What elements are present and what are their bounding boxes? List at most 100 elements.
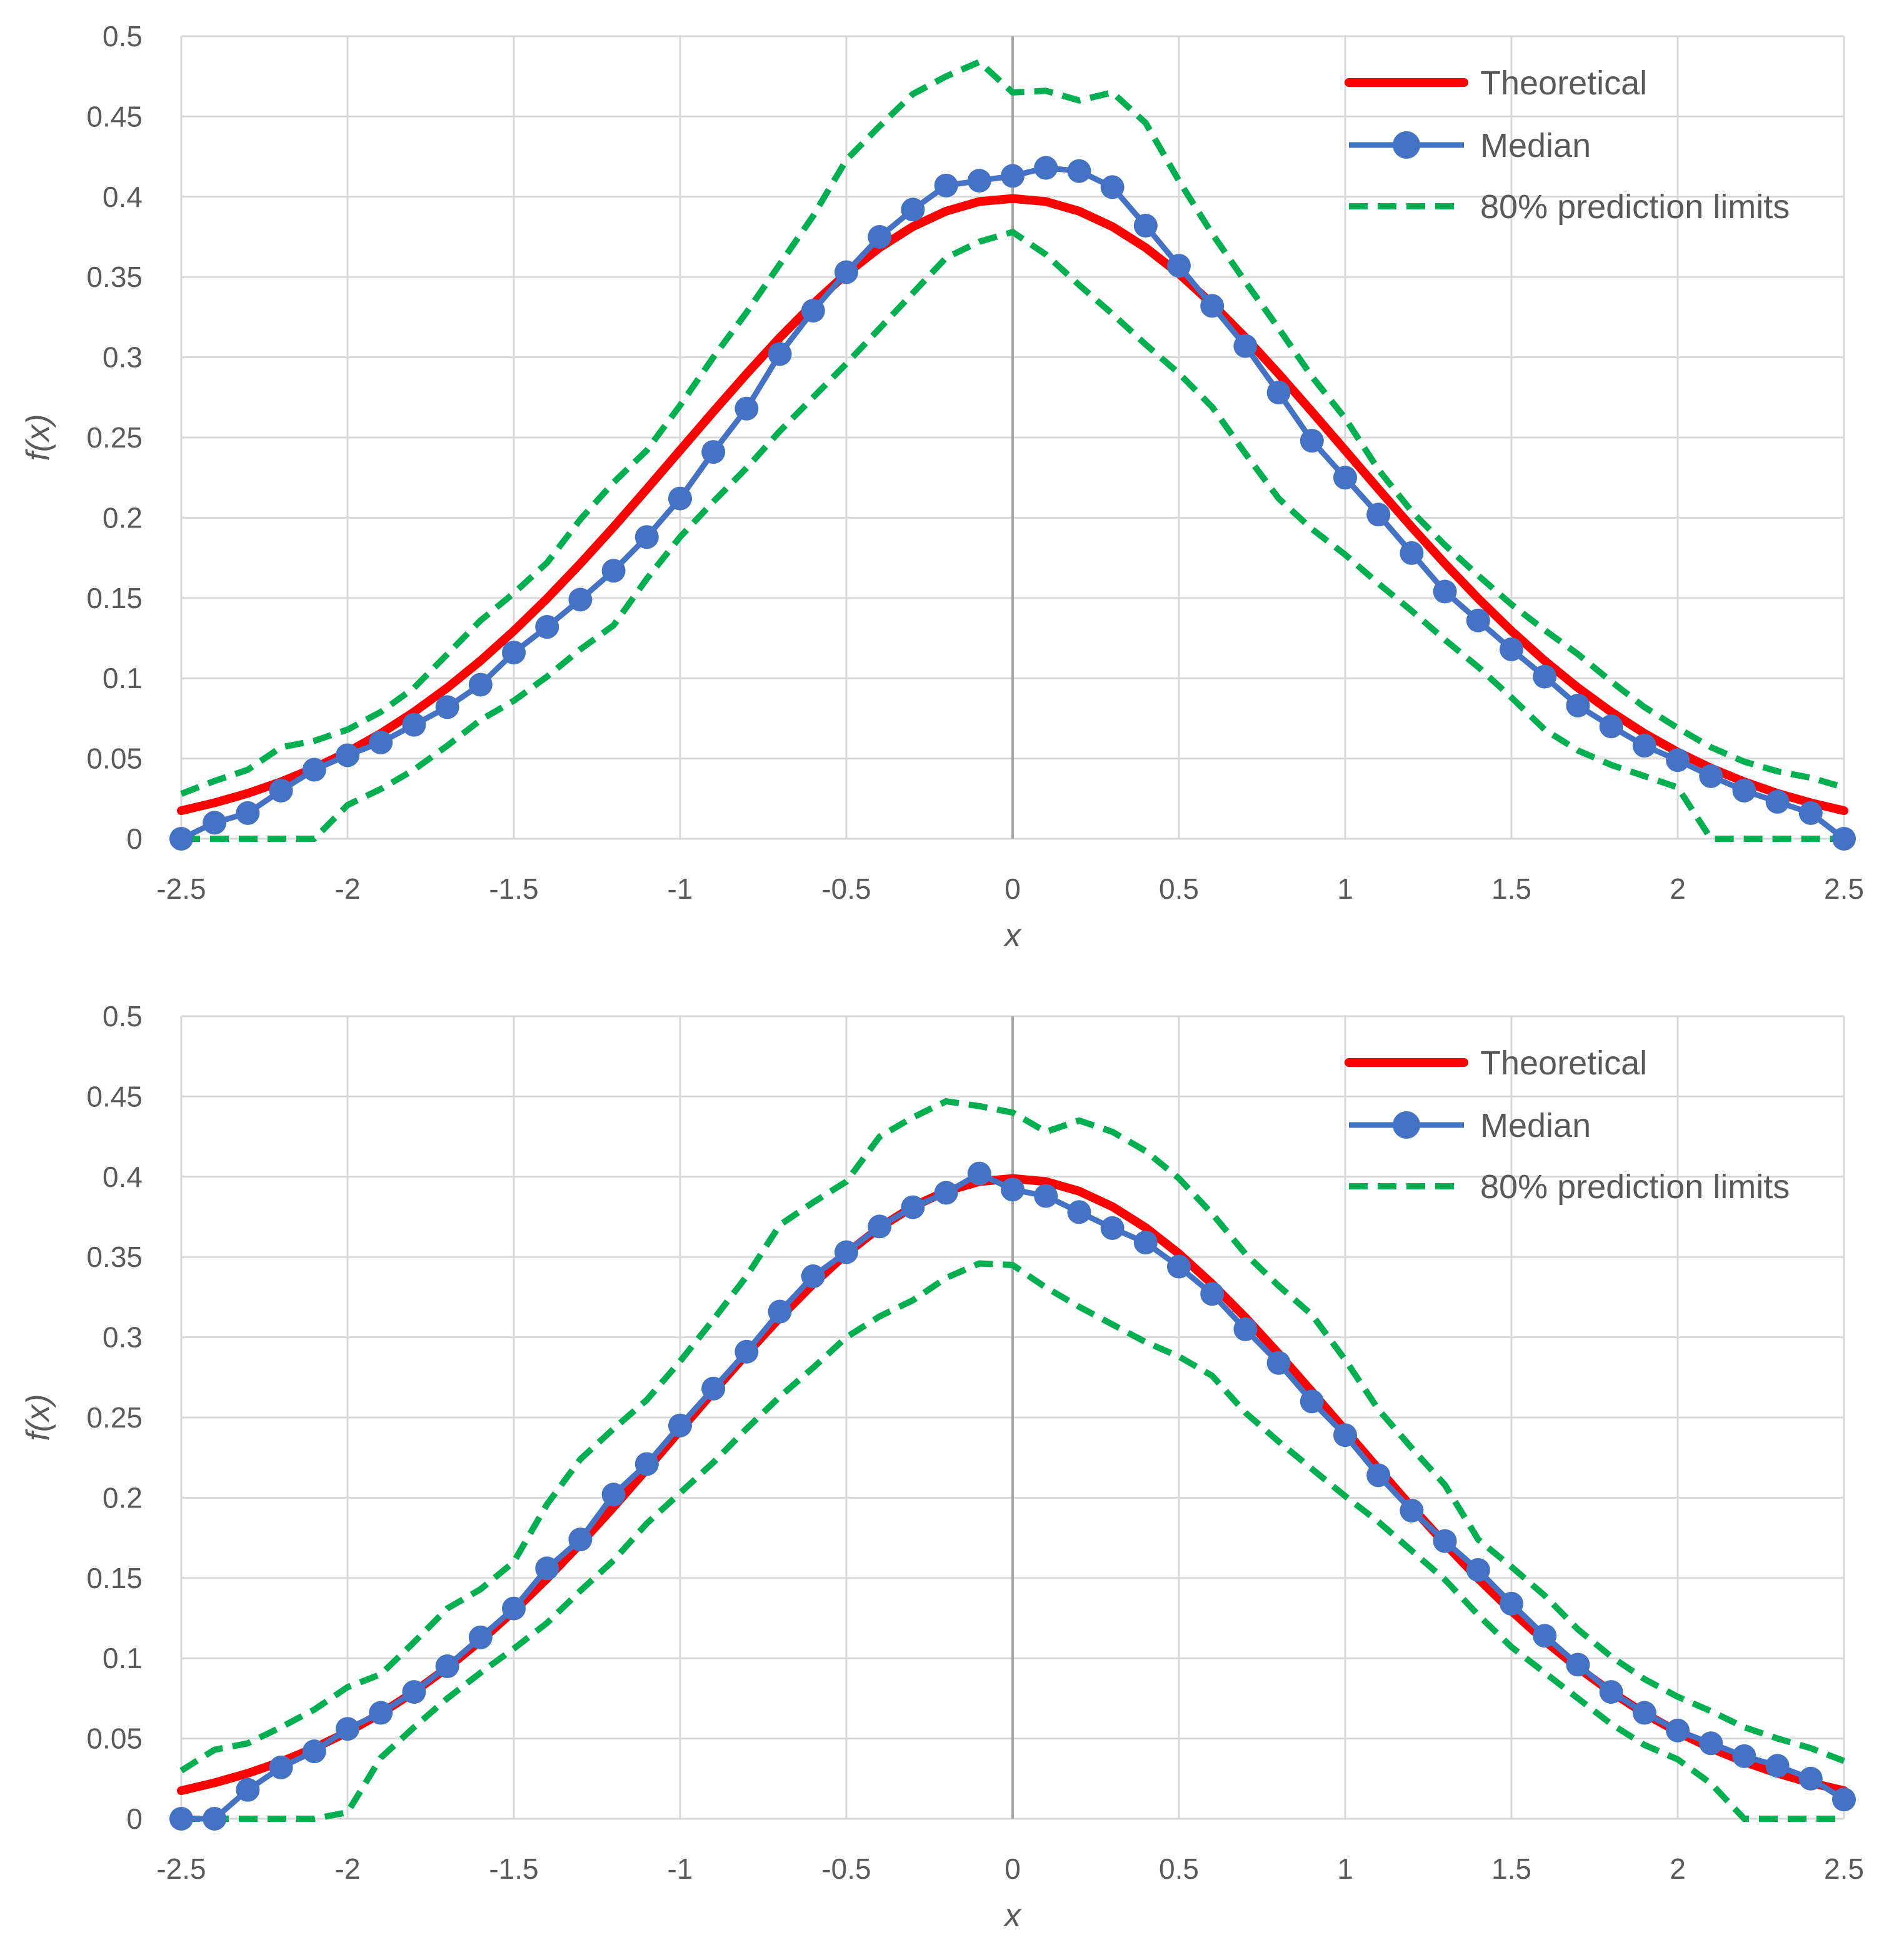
median-point xyxy=(1632,1701,1656,1725)
x-tick-label: 0 xyxy=(1005,872,1021,905)
median-point xyxy=(934,173,958,198)
median-point xyxy=(1034,1184,1058,1208)
median-point xyxy=(336,743,359,768)
median-point xyxy=(1366,502,1391,527)
legend-item-median: Median xyxy=(1349,1107,1591,1144)
series-median-1 xyxy=(169,156,1856,851)
median-point xyxy=(1233,334,1258,358)
median-point xyxy=(901,198,925,222)
median-point xyxy=(502,641,526,665)
median-point xyxy=(1366,1463,1391,1488)
x-tick-label: -2 xyxy=(335,1852,361,1885)
median-point xyxy=(169,1807,193,1831)
x-tick-label: 1 xyxy=(1337,1852,1353,1885)
median-point xyxy=(1798,1766,1823,1791)
legend-label: Median xyxy=(1480,1107,1591,1144)
median-point xyxy=(1732,1744,1756,1768)
y-tick-label: 0.45 xyxy=(86,100,143,132)
y-tick-label: 0.3 xyxy=(103,341,143,374)
median-point xyxy=(634,525,659,549)
x-tick-label: -0.5 xyxy=(821,872,871,905)
median-point xyxy=(1533,1624,1557,1648)
median-point xyxy=(1266,381,1291,405)
median-point xyxy=(801,299,825,323)
median-point xyxy=(634,1452,659,1476)
x-tick-label: -1.5 xyxy=(489,1852,538,1885)
median-point xyxy=(1566,693,1590,718)
series-limits-2 xyxy=(180,59,1845,797)
median-point xyxy=(601,1482,626,1507)
median-point xyxy=(535,1556,559,1581)
median-point xyxy=(269,778,293,802)
y-axis-title: f(x) xyxy=(20,1394,56,1441)
y-tick-label: 0 xyxy=(126,822,143,855)
series-line-limits xyxy=(180,59,1845,797)
median-point xyxy=(435,695,459,719)
median-point xyxy=(468,672,493,697)
chart-panel-top: 0 0.05 0.1 0.15 0.2 0.25 0.3 0.35 0.4 0.45 0.5 -2.5… xyxy=(20,20,1864,954)
y-tick-label: 0.3 xyxy=(103,1321,143,1354)
series-median-1 xyxy=(169,1161,1856,1831)
median-point xyxy=(768,1299,792,1324)
median-point xyxy=(701,440,726,464)
median-point xyxy=(1133,214,1158,238)
median-point xyxy=(801,1264,825,1289)
median-point xyxy=(1732,778,1756,802)
median-point xyxy=(834,260,858,284)
median-point xyxy=(369,1701,393,1725)
median-point xyxy=(1200,294,1225,318)
x-tick-label: -2.5 xyxy=(156,1852,206,1885)
median-point xyxy=(1333,466,1357,490)
median-point xyxy=(1765,1754,1790,1778)
median-point xyxy=(1001,1178,1025,1202)
median-point xyxy=(1433,1529,1457,1553)
median-point xyxy=(1466,608,1490,632)
median-point xyxy=(1100,1216,1125,1240)
median-point xyxy=(1466,1558,1490,1582)
median-point xyxy=(1433,579,1457,604)
median-point xyxy=(1266,1351,1291,1375)
median-point xyxy=(1034,156,1058,180)
x-tick-label: 0 xyxy=(1005,1852,1021,1885)
median-point xyxy=(402,1680,426,1704)
median-point xyxy=(1133,1231,1158,1255)
x-tick-label: 2.5 xyxy=(1824,872,1864,905)
legend-item-theoretical: Theoretical xyxy=(1345,64,1647,102)
median-point xyxy=(1400,541,1424,565)
x-tick-label: 2 xyxy=(1670,1852,1686,1885)
legend-label: Theoretical xyxy=(1480,64,1647,102)
legend-marker-median xyxy=(1393,131,1420,159)
gridlines xyxy=(180,35,1845,840)
x-tick-label: -1 xyxy=(668,872,693,905)
x-tick-label: -0.5 xyxy=(821,1852,871,1885)
x-tick-label: 1 xyxy=(1337,872,1353,905)
x-tick-label: 2 xyxy=(1670,872,1686,905)
x-tick-label: -2 xyxy=(335,872,361,905)
x-axis-title: x xyxy=(1003,1898,1022,1934)
legend-marker-median xyxy=(1393,1111,1420,1139)
y-tick-label: 0.2 xyxy=(103,1481,143,1514)
median-point xyxy=(1300,429,1324,453)
median-point xyxy=(236,1778,260,1802)
median-point xyxy=(1566,1652,1590,1677)
series-line-theoretical xyxy=(177,194,1848,816)
chart-svg-bottom: 0 0.05 0.1 0.15 0.2 0.25 0.3 0.35 0.4 0.45 0.5 -2.5… xyxy=(20,1000,1864,1934)
median-point xyxy=(967,1161,991,1186)
median-point xyxy=(668,486,692,511)
legend-label: 80% prediction limits xyxy=(1480,188,1790,226)
median-point xyxy=(302,1739,326,1764)
x-tick-label: 0.5 xyxy=(1159,872,1199,905)
median-point xyxy=(734,1339,759,1364)
legend-label: 80% prediction limits xyxy=(1480,1168,1790,1206)
median-point xyxy=(1067,159,1091,183)
median-point xyxy=(1632,734,1656,758)
median-point xyxy=(1167,1254,1191,1279)
series-line-limits xyxy=(181,1260,1844,1822)
series-limits-3 xyxy=(181,1260,1844,1822)
legend-item-limits: 80% prediction limits xyxy=(1349,188,1790,226)
legend: Theoretical Median 80% prediction limits xyxy=(1345,64,1790,226)
median-point xyxy=(1765,789,1790,814)
x-tick-label: -1 xyxy=(668,1852,693,1885)
median-point xyxy=(1500,1591,1523,1616)
median-point xyxy=(868,1214,892,1239)
